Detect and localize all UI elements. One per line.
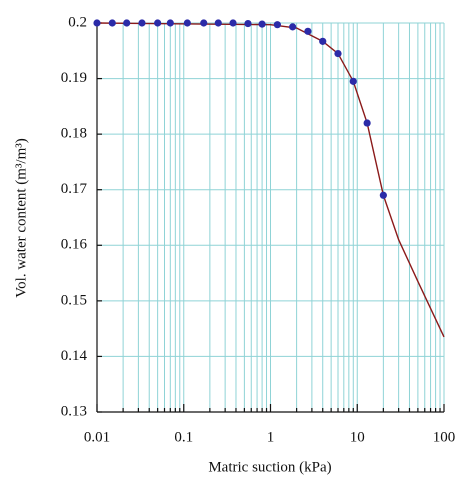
- data-point: [183, 19, 191, 27]
- y-tick-label: 0.13: [61, 403, 87, 419]
- y-tick-label: 0.15: [61, 292, 87, 308]
- data-point: [108, 19, 116, 27]
- data-point: [363, 119, 371, 127]
- y-tick-label: 0.19: [61, 70, 87, 86]
- data-point: [319, 37, 327, 45]
- data-point: [214, 19, 222, 27]
- data-point: [244, 19, 252, 28]
- y-tick-label: 0.14: [61, 348, 88, 364]
- data-point: [304, 27, 312, 35]
- y-tick-label: 0.17: [61, 181, 88, 197]
- y-tick-label: 0.18: [61, 126, 87, 142]
- y-tick-label: 0.16: [61, 237, 88, 253]
- x-tick-label: 0.01: [84, 429, 110, 445]
- data-point: [379, 191, 387, 199]
- data-point: [166, 19, 174, 27]
- x-axis-label: Matric suction (kPa): [208, 459, 331, 475]
- data-point: [258, 20, 266, 28]
- data-point: [229, 19, 237, 27]
- data-point: [93, 19, 101, 27]
- data-point: [123, 19, 131, 27]
- y-tick-label: 0.2: [68, 14, 87, 30]
- x-tick-label: 100: [433, 429, 456, 445]
- data-point: [334, 49, 342, 58]
- x-tick-label: 1: [267, 429, 275, 445]
- data-point: [273, 21, 281, 29]
- x-tick-label: 10: [350, 429, 365, 445]
- data-point: [154, 19, 162, 27]
- data-point: [289, 23, 297, 31]
- y-axis-label: Vol. water content (m³/m³): [13, 138, 29, 298]
- data-point: [349, 77, 357, 85]
- data-point: [200, 19, 208, 27]
- data-point: [138, 19, 146, 27]
- x-tick-label: 0.1: [174, 429, 193, 445]
